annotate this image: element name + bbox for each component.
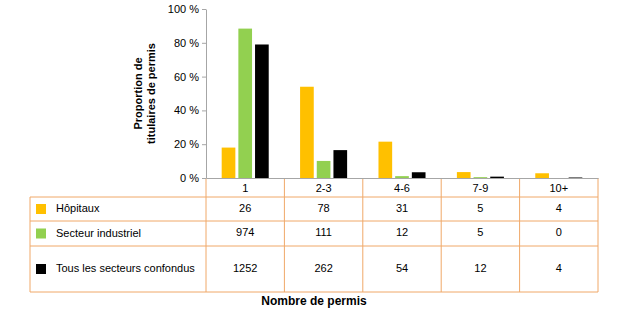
tick-label: 40 %	[174, 104, 199, 116]
table-row: Secteur industriel 974 111 12 5 0	[36, 226, 562, 238]
tick-label: 4-6	[394, 182, 410, 194]
chart: 0 % 20 % 40 % 60 % 80 % 100 % 1 2-3 4-6 7-9 10+ Pro…	[0, 0, 627, 312]
tick-label: 80 %	[174, 37, 199, 49]
table-line	[30, 197, 31, 292]
tick-label: 100 %	[168, 3, 199, 15]
table-cell: 26	[239, 202, 251, 214]
legend-swatch	[36, 204, 46, 214]
axis-line	[206, 10, 207, 179]
tick: 2-3	[316, 178, 332, 194]
table-cell: 1252	[233, 262, 257, 274]
tick-label: 7-9	[472, 182, 488, 194]
bar	[378, 142, 392, 178]
table-row: Hôpitaux 26 78 31 5 4	[36, 202, 562, 214]
tick: 1	[242, 178, 248, 194]
legend-swatch	[36, 229, 46, 239]
tick-label: 1	[242, 182, 248, 194]
table-cell: 12	[396, 226, 408, 238]
table-cell: 111	[315, 226, 332, 238]
bar	[474, 177, 488, 178]
legend-label: Tous les secteurs confondus	[56, 262, 195, 274]
table-line	[362, 178, 363, 292]
table-grid	[30, 178, 598, 292]
table-cell: 5	[477, 226, 483, 238]
table-line	[30, 197, 598, 198]
table-cell: 4	[556, 262, 562, 274]
bar	[569, 177, 583, 178]
tick: 4-6	[394, 178, 410, 194]
tick: 20 %	[174, 138, 206, 150]
tick-mark	[202, 43, 206, 44]
table-cell: 4	[556, 202, 562, 214]
bar	[552, 178, 566, 179]
bar	[457, 172, 471, 178]
bar	[535, 173, 549, 178]
x-axis-title: Nombre de permis	[261, 294, 367, 308]
tick: 100 %	[168, 3, 206, 15]
y-axis-title-line: titulaires de permis	[145, 43, 157, 144]
table-line	[519, 178, 520, 292]
bar	[300, 87, 314, 178]
tick-mark	[202, 144, 206, 145]
y-axis: 0 % 20 % 40 % 60 % 80 % 100 %	[168, 3, 207, 184]
tick-mark	[202, 110, 206, 111]
table-line	[30, 246, 598, 247]
table-line	[598, 178, 599, 292]
axis-line	[207, 178, 599, 179]
table-line	[206, 178, 207, 292]
tick-label: 60 %	[174, 71, 199, 83]
bar	[490, 177, 504, 178]
legend-label: Hôpitaux	[56, 202, 100, 214]
table-cell: 12	[474, 262, 486, 274]
table-cell: 31	[396, 202, 408, 214]
tick-mark	[202, 9, 206, 10]
bar	[395, 176, 409, 178]
tick: 40 %	[174, 104, 206, 116]
y-axis-title-line: Proportion de	[132, 57, 144, 129]
bar	[222, 148, 236, 178]
bar	[317, 161, 331, 178]
table-cell: 54	[396, 262, 408, 274]
tick-label: 20 %	[174, 138, 199, 150]
tick-label: 10+	[549, 182, 568, 194]
x-axis: 1 2-3 4-6 7-9 10+	[207, 178, 599, 194]
table-cell: 5	[477, 202, 483, 214]
bar	[255, 44, 269, 178]
legend-label: Secteur industriel	[56, 226, 141, 238]
table-line	[30, 221, 598, 222]
tick: 0 %	[180, 172, 206, 184]
tick: 10+	[549, 178, 568, 194]
tick-label: 2-3	[316, 182, 332, 194]
table-cell: 0	[556, 226, 562, 238]
table-row: Tous les secteurs confondus 1252 262 54 12 4	[36, 262, 562, 274]
y-axis-title: Proportion detitulaires de permis	[132, 43, 157, 144]
bar	[412, 172, 426, 178]
legend-swatch	[36, 264, 46, 274]
bar	[238, 29, 252, 178]
tick-mark	[202, 178, 206, 179]
table-cell: 78	[317, 202, 329, 214]
table-line	[30, 292, 598, 293]
tick: 60 %	[174, 71, 206, 83]
table-line	[284, 178, 285, 292]
bars	[222, 29, 583, 178]
table-cell: 974	[236, 226, 254, 238]
table-cell: 262	[314, 262, 332, 274]
tick-label: 0 %	[180, 172, 199, 184]
tick: 7-9	[472, 178, 488, 194]
table-line	[441, 178, 442, 292]
tick-mark	[202, 77, 206, 78]
bar	[333, 150, 347, 178]
tick: 80 %	[174, 37, 206, 49]
